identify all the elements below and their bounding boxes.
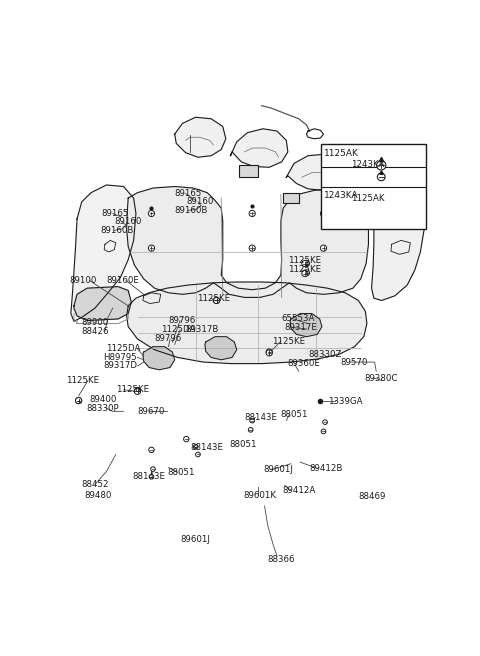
Text: 89400: 89400 bbox=[89, 394, 117, 403]
Text: 1125AK: 1125AK bbox=[350, 194, 384, 203]
Circle shape bbox=[148, 211, 155, 216]
FancyBboxPatch shape bbox=[283, 193, 299, 203]
Text: 1125KE: 1125KE bbox=[116, 385, 149, 394]
Text: 89412A: 89412A bbox=[282, 486, 316, 495]
Text: 89160: 89160 bbox=[186, 197, 214, 207]
Text: 88051: 88051 bbox=[280, 410, 308, 419]
Text: 89360E: 89360E bbox=[287, 359, 320, 368]
Text: 89601J: 89601J bbox=[180, 535, 210, 544]
Text: 88051: 88051 bbox=[229, 440, 256, 449]
Circle shape bbox=[303, 260, 310, 266]
Text: 1125KE: 1125KE bbox=[197, 294, 230, 302]
Text: 88366: 88366 bbox=[268, 555, 295, 564]
Text: 1125DA: 1125DA bbox=[161, 325, 195, 335]
Text: 89100: 89100 bbox=[69, 276, 96, 285]
FancyBboxPatch shape bbox=[239, 165, 258, 177]
Circle shape bbox=[377, 161, 386, 170]
Text: 89160E: 89160E bbox=[107, 276, 139, 285]
Text: 89317E: 89317E bbox=[284, 323, 317, 332]
Circle shape bbox=[266, 350, 272, 356]
Circle shape bbox=[75, 398, 82, 403]
Text: 1125KE: 1125KE bbox=[288, 265, 321, 274]
Circle shape bbox=[134, 388, 141, 394]
Polygon shape bbox=[74, 287, 132, 321]
Text: 88051: 88051 bbox=[167, 468, 194, 477]
Polygon shape bbox=[205, 337, 237, 359]
Circle shape bbox=[214, 297, 220, 304]
Text: 88143E: 88143E bbox=[132, 472, 165, 481]
Circle shape bbox=[148, 245, 155, 251]
Circle shape bbox=[321, 245, 326, 251]
Text: H89795: H89795 bbox=[103, 353, 137, 362]
Text: 89317D: 89317D bbox=[103, 361, 137, 371]
Polygon shape bbox=[127, 282, 367, 363]
Circle shape bbox=[302, 270, 308, 277]
Circle shape bbox=[151, 467, 156, 472]
Circle shape bbox=[193, 445, 198, 449]
Polygon shape bbox=[230, 129, 288, 167]
Circle shape bbox=[149, 447, 154, 453]
Polygon shape bbox=[175, 117, 226, 157]
Text: 89796: 89796 bbox=[155, 335, 182, 344]
Circle shape bbox=[321, 211, 326, 216]
Text: 88330P: 88330P bbox=[86, 404, 119, 413]
Text: 88452: 88452 bbox=[82, 480, 109, 489]
Text: 89412B: 89412B bbox=[310, 464, 343, 473]
Circle shape bbox=[149, 474, 154, 479]
Polygon shape bbox=[372, 182, 426, 300]
Polygon shape bbox=[290, 314, 322, 337]
Text: 89165: 89165 bbox=[175, 189, 202, 198]
Text: 88143E: 88143E bbox=[190, 443, 223, 452]
Text: 88426: 88426 bbox=[82, 327, 109, 336]
Text: 89570: 89570 bbox=[340, 358, 368, 367]
Text: 1243KA: 1243KA bbox=[324, 192, 358, 200]
Text: 89601J: 89601J bbox=[264, 465, 294, 474]
Polygon shape bbox=[286, 154, 347, 190]
Text: 65553A: 65553A bbox=[281, 314, 314, 323]
Polygon shape bbox=[127, 186, 369, 297]
Text: 89160: 89160 bbox=[114, 217, 142, 226]
Text: 1125KE: 1125KE bbox=[272, 337, 305, 346]
Circle shape bbox=[321, 429, 326, 434]
Circle shape bbox=[250, 419, 254, 423]
Text: 1243KA: 1243KA bbox=[350, 161, 384, 169]
Text: 1125AK: 1125AK bbox=[324, 149, 359, 158]
Circle shape bbox=[134, 388, 141, 394]
Text: 88469: 88469 bbox=[359, 491, 386, 501]
Circle shape bbox=[214, 297, 220, 304]
Text: 89900: 89900 bbox=[82, 318, 109, 327]
Polygon shape bbox=[143, 346, 175, 370]
Text: 89317B: 89317B bbox=[186, 325, 219, 335]
Circle shape bbox=[75, 398, 82, 403]
Circle shape bbox=[196, 452, 200, 457]
Bar bbox=[321, 144, 426, 229]
Text: 89165: 89165 bbox=[102, 209, 129, 218]
Text: 89796: 89796 bbox=[168, 316, 196, 325]
Circle shape bbox=[302, 260, 308, 266]
Circle shape bbox=[248, 428, 253, 432]
Polygon shape bbox=[71, 185, 136, 321]
Circle shape bbox=[249, 211, 255, 216]
Text: 89160B: 89160B bbox=[100, 226, 133, 235]
Circle shape bbox=[249, 245, 255, 251]
Text: 1125DA: 1125DA bbox=[107, 344, 141, 354]
Text: 88143E: 88143E bbox=[244, 413, 277, 422]
Text: 1339GA: 1339GA bbox=[328, 397, 363, 406]
Circle shape bbox=[377, 173, 385, 181]
Text: 89480: 89480 bbox=[85, 491, 112, 500]
Circle shape bbox=[303, 270, 310, 276]
Circle shape bbox=[323, 420, 327, 424]
Text: 88330Z: 88330Z bbox=[308, 350, 341, 359]
Circle shape bbox=[266, 349, 272, 355]
Circle shape bbox=[184, 436, 189, 441]
Text: 89380C: 89380C bbox=[365, 374, 398, 382]
Text: 89601K: 89601K bbox=[244, 491, 276, 500]
Text: 89670: 89670 bbox=[137, 407, 165, 416]
Text: 89160B: 89160B bbox=[175, 206, 208, 215]
Text: 1125KE: 1125KE bbox=[288, 256, 321, 265]
Text: 1125KE: 1125KE bbox=[66, 376, 99, 385]
